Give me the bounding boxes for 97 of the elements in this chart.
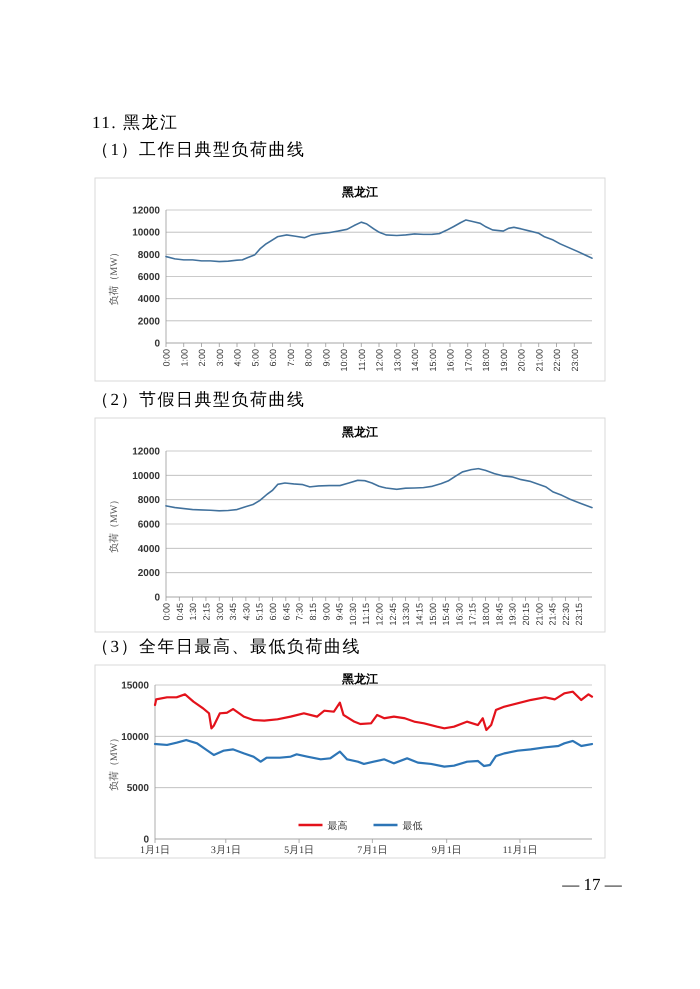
y-tick-label: 4000 [138,294,160,306]
x-tick-label: 9:00 [321,603,332,621]
x-tick-label: 6:00 [268,603,278,621]
x-tick-label: 20:15 [520,603,531,626]
x-tick-label: 7:00 [286,349,296,367]
text: — 17 — [561,875,623,894]
x-tick-label: 18:45 [494,603,504,626]
x-tick-label: 1:30 [188,603,198,621]
x-tick-label: 14:00 [410,349,420,372]
line-series [154,738,594,768]
x-tick-label: 14:15 [414,603,424,626]
chart-title: 黑龙江 [341,425,378,439]
y-axis-title: 负荷（MW） [108,494,120,554]
y-tick-label: 0 [143,834,150,846]
x-tick-label: 3月1日 [210,845,241,856]
x-tick-label: 4:30 [241,603,252,621]
x-tick-label: 11:00 [356,349,367,371]
y-tick-label: 15000 [121,680,150,692]
line-series [154,690,594,732]
x-tick-label: 3:45 [228,603,238,621]
line-series [165,219,593,262]
x-tick-label: 16:00 [446,349,456,372]
y-tick-label: 0 [154,592,160,604]
y-tick-label: 6000 [138,520,160,530]
chart-title: 黑龙江 [341,672,378,686]
x-tick-label: 10:00 [339,349,349,372]
x-tick-label: 0:45 [174,603,185,621]
x-tick-label: 0:00 [162,603,172,621]
x-tick-label: 22:30 [560,603,571,626]
y-axis-title: 负荷（MW） [108,247,120,306]
x-tick-label: 15:00 [428,349,438,372]
y-tick-label: 12000 [132,206,160,216]
chart-title: 黑龙江 [341,185,378,199]
x-tick-label: 6:45 [281,603,292,621]
y-tick-label: 5000 [126,783,150,794]
x-tick-label: 18:00 [481,349,491,372]
x-tick-label: 8:00 [304,349,314,367]
x-tick-label: 11月1日 [502,845,538,856]
x-tick-label: 3:00 [214,349,225,367]
x-tick-label: 7:30 [294,603,305,621]
x-tick-label: 9:00 [321,349,332,367]
x-tick-label: 9:45 [334,603,345,621]
y-tick-label: 10000 [132,470,160,482]
y-tick-label: 4000 [138,544,160,555]
y-tick-label: 2000 [138,568,160,580]
x-tick-label: 1月1日 [140,845,170,856]
x-tick-label: 17:15 [468,603,478,626]
y-tick-label: 8000 [138,495,160,506]
x-tick-label: 22:00 [552,349,562,372]
x-tick-label: 15:00 [428,603,438,626]
x-tick-label: 11:15 [361,603,372,625]
x-tick-label: 21:00 [534,349,544,372]
x-tick-label: 18:00 [481,603,491,626]
text: 11. 黑龙江 [92,113,178,132]
x-tick-label: 9月1日 [432,845,462,856]
y-tick-label: 6000 [138,272,160,283]
legend-label: 最低 [402,821,422,832]
x-tick-label: 19:00 [498,349,509,372]
x-tick-label: 21:45 [548,603,558,626]
x-tick-label: 13:30 [401,603,412,626]
text: （2）节假日典型负荷曲线 [92,390,306,409]
x-tick-label: 6:00 [268,349,278,367]
x-tick-label: 8:15 [308,603,318,621]
x-tick-label: 12:00 [374,603,384,626]
x-tick-label: 13:00 [392,349,402,372]
y-tick-label: 10000 [121,732,150,743]
x-tick-label: 2:15 [201,603,212,621]
x-tick-label: 0:00 [162,349,172,367]
x-tick-label: 16:30 [454,603,464,626]
x-tick-label: 1:00 [179,349,190,367]
y-tick-label: 2000 [138,316,160,328]
x-tick-label: 20:00 [516,349,526,372]
x-tick-label: 3:00 [214,603,225,621]
x-tick-label: 4:00 [232,349,242,367]
x-tick-label: 23:00 [570,349,580,372]
x-tick-label: 5:00 [250,349,260,367]
y-axis-title: 负荷（MW） [108,732,120,792]
x-tick-label: 5:15 [254,603,265,621]
x-tick-label: 12:00 [374,349,384,372]
y-tick-label: 12000 [132,446,160,458]
y-tick-label: 0 [154,338,160,350]
x-tick-label: 21:00 [534,603,544,626]
legend-label: 最高 [328,820,348,832]
x-tick-label: 23:15 [574,603,584,626]
x-tick-label: 10:30 [348,603,358,626]
x-tick-label: 5月1日 [284,845,314,856]
text: （1）工作日典型负荷曲线 [92,140,306,159]
x-tick-label: 19:30 [508,603,518,626]
x-tick-label: 17:00 [463,349,474,372]
x-tick-label: 2:00 [197,349,207,367]
text: （3）全年日最高、最低负荷曲线 [92,637,361,656]
x-tick-label: 15:45 [441,603,452,626]
y-tick-label: 8000 [138,250,160,261]
y-tick-label: 10000 [132,228,160,239]
x-tick-label: 12:45 [388,603,398,626]
line-series [165,468,593,512]
x-tick-label: 7月1日 [357,845,388,856]
